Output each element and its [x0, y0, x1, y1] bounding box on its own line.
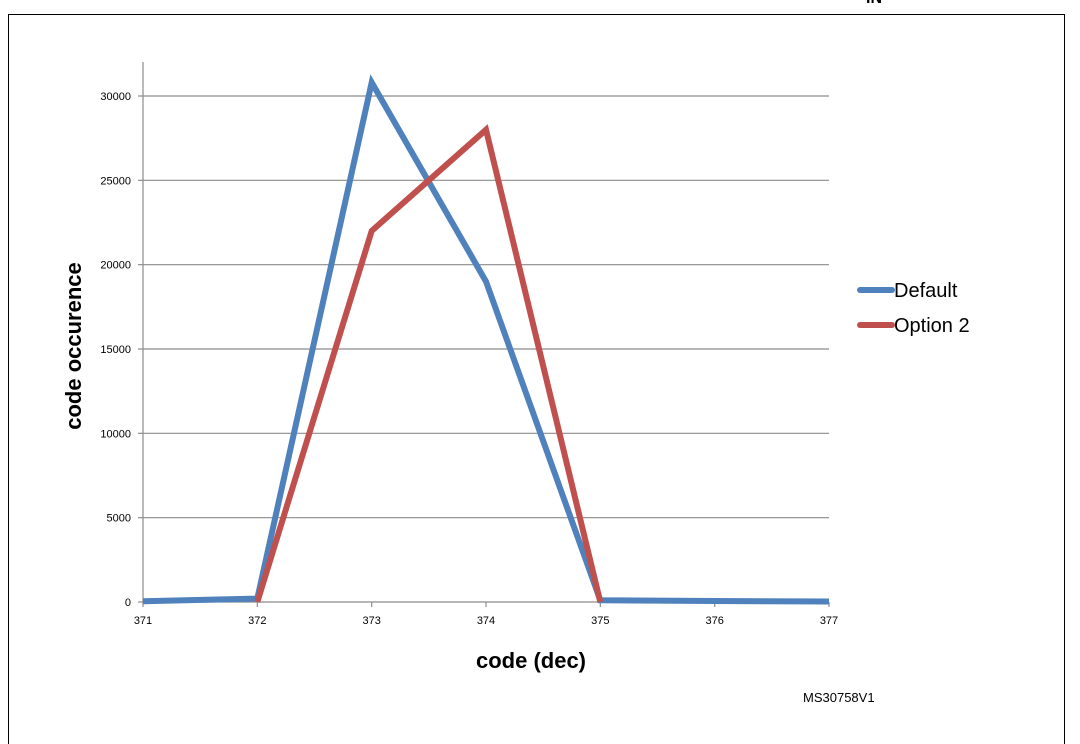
- x-tick-label: 371: [134, 615, 152, 627]
- legend-label: Default: [894, 280, 958, 302]
- x-tick-label: 374: [477, 615, 495, 627]
- legend-label: Option 2: [894, 315, 970, 337]
- y-axis-title: code occurence: [61, 262, 86, 430]
- series-line-default: [142, 74, 830, 605]
- x-tick-label: 373: [362, 615, 380, 627]
- y-tick-label: 10000: [100, 428, 131, 440]
- x-tick-label: 372: [248, 615, 266, 627]
- y-tick-label: 30000: [100, 91, 131, 103]
- axes: 0 5000 10000 15000 20000 25000 30000 371 372 373 3…: [100, 62, 838, 627]
- x-tick-label: 376: [705, 615, 723, 627]
- gridlines: [143, 95, 829, 519]
- series-line-option-2: [254, 124, 604, 603]
- y-tick-label: 20000: [100, 260, 131, 272]
- x-axis-title: code (dec): [476, 648, 586, 673]
- figure-id-label: MS30758V1: [803, 690, 875, 705]
- y-tick-label: 25000: [100, 175, 131, 187]
- cropped-caption-text: IN: [866, 0, 882, 8]
- y-tick-label: 5000: [107, 513, 131, 525]
- x-tick-label: 377: [820, 615, 838, 627]
- series-lines: [142, 74, 830, 605]
- y-tick-label: 15000: [100, 344, 131, 356]
- y-tick-label: 0: [125, 597, 131, 609]
- cropped-caption-fragment: IN: [0, 0, 1080, 8]
- legend: Default Option 2: [857, 280, 970, 337]
- figure-frame: [8, 14, 1065, 744]
- x-tick-label: 375: [591, 615, 609, 627]
